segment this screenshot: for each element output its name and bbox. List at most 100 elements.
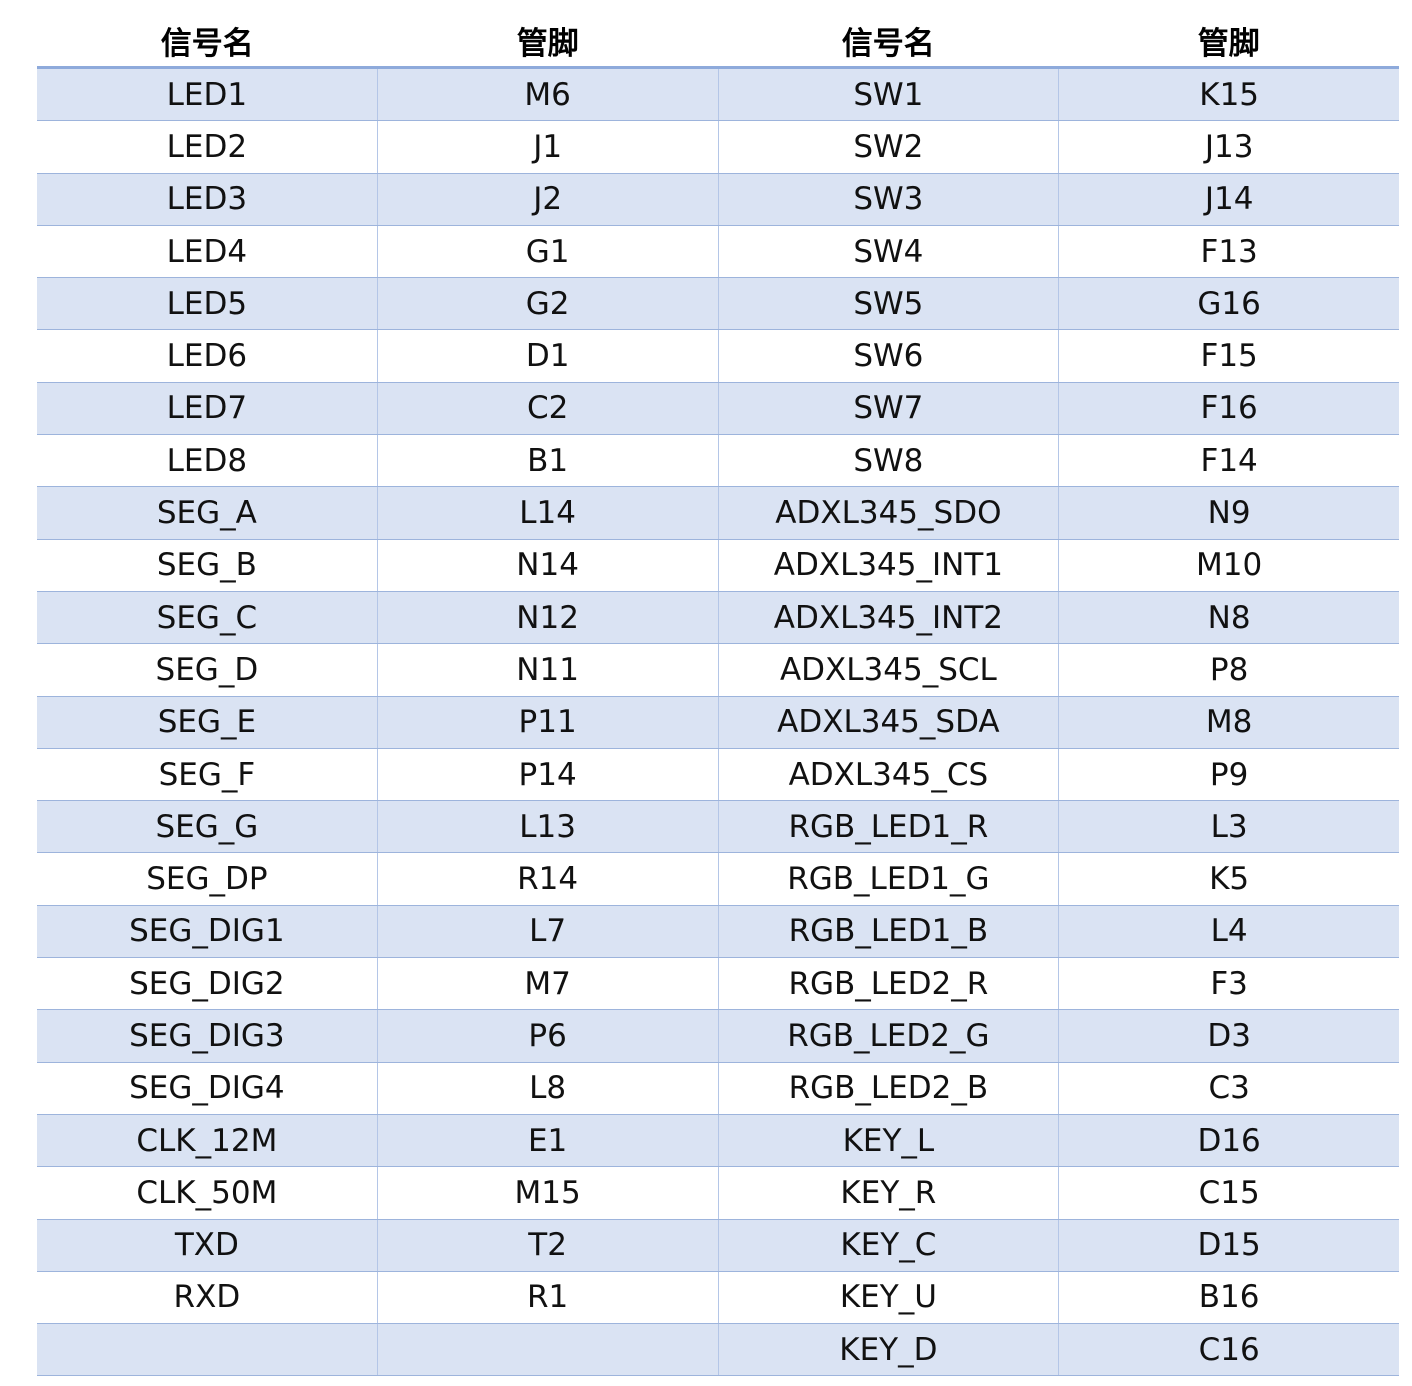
table-cell: LED6 — [166, 338, 248, 375]
table-cell: RGB_LED1_G — [717, 853, 1059, 905]
table-cell: RGB_LED1_B — [717, 905, 1059, 958]
table-cell: N11 — [376, 644, 718, 696]
table-cell: KEY_L — [717, 1114, 1059, 1167]
table-cell: RGB_LED1_R — [717, 801, 1059, 853]
table-row: TXD T2 KEY_C D15 — [37, 1219, 1399, 1272]
table-cell: KEY_R — [717, 1167, 1059, 1219]
table-cell: D15 — [1058, 1219, 1399, 1271]
table-body: LED1 M6 SW1 K15 LED2 J1 SW2 J13 LED3 J2 SW3 J14 LED4… — [37, 69, 1399, 1377]
table-cell: J1 — [376, 121, 718, 173]
table-cell: P9 — [1058, 748, 1399, 801]
table-cell: P14 — [376, 748, 718, 801]
table-cell: M6 — [376, 69, 718, 121]
table-cell: SW6 — [717, 330, 1059, 382]
table-cell: P11 — [376, 696, 718, 748]
table-cell: M8 — [1058, 696, 1399, 748]
table-cell: RGB_LED2_G — [717, 1010, 1059, 1062]
table-cell: C15 — [1058, 1167, 1399, 1219]
table-cell: CLK_12M — [136, 1122, 278, 1159]
table-cell: L8 — [376, 1062, 718, 1114]
table-cell: ADXL345_SDA — [717, 696, 1059, 748]
table-row: SEG_DIG4 L8 RGB_LED2_B C3 — [37, 1062, 1399, 1115]
table-cell: L14 — [376, 487, 718, 539]
table-row: LED4 G1 SW4 F13 — [37, 225, 1399, 279]
table-cell: L13 — [376, 801, 718, 853]
table-cell — [37, 1324, 377, 1375]
table-cell: C16 — [1058, 1324, 1399, 1376]
table-cell: L4 — [1058, 905, 1399, 958]
table-cell: J13 — [1058, 121, 1399, 173]
table-row: SEG_DIG1 L7 RGB_LED1_B L4 — [37, 905, 1399, 959]
table-cell: CLK_50M — [136, 1174, 278, 1211]
table-cell: RGB_LED2_R — [717, 958, 1059, 1010]
table-cell: LED5 — [166, 285, 248, 322]
table-cell: G2 — [376, 278, 718, 330]
table-cell: J2 — [376, 173, 718, 225]
table-row: LED1 M6 SW1 K15 — [37, 69, 1399, 122]
table-row: RXD R1 KEY_U B16 — [37, 1271, 1399, 1325]
table-row: SEG_B N14 ADXL345_INT1 M10 — [37, 539, 1399, 592]
table-cell: B1 — [376, 435, 718, 487]
table-row: LED2 J1 SW2 J13 — [37, 121, 1399, 174]
table-cell: M10 — [1058, 539, 1399, 591]
table-cell: ADXL345_INT1 — [717, 539, 1059, 591]
table-cell: SEG_D — [155, 651, 259, 688]
table-cell: RXD — [173, 1279, 241, 1316]
table-cell: ADXL345_SDO — [717, 487, 1059, 539]
table-cell: SEG_DIG1 — [129, 913, 285, 950]
table-cell: M7 — [376, 958, 718, 1010]
table-cell: G1 — [376, 225, 718, 278]
table-cell: ADXL345_SCL — [717, 644, 1059, 696]
table-cell: LED1 — [166, 76, 248, 113]
table-cell: C2 — [376, 382, 718, 435]
table-row: LED3 J2 SW3 J14 — [37, 173, 1399, 226]
header-cell: 管脚 — [516, 25, 579, 62]
table-row: SEG_DIG2 M7 RGB_LED2_R F3 — [37, 958, 1399, 1011]
table-cell: R1 — [376, 1271, 718, 1324]
table-cell: TXD — [174, 1227, 239, 1264]
table-cell: K5 — [1058, 853, 1399, 905]
table-cell: M15 — [376, 1167, 718, 1219]
table-row: SEG_DIG3 P6 RGB_LED2_G D3 — [37, 1010, 1399, 1063]
table-row: SEG_F P14 ADXL345_CS P9 — [37, 748, 1399, 802]
table-cell: F15 — [1058, 330, 1399, 382]
table-cell: ADXL345_CS — [717, 748, 1059, 801]
table-cell: P8 — [1058, 644, 1399, 696]
table-cell: SW5 — [717, 278, 1059, 330]
table-row: LED6 D1 SW6 F15 — [37, 330, 1399, 383]
table-cell: G16 — [1058, 278, 1399, 330]
table-row: CLK_50M M15 KEY_R C15 — [37, 1167, 1399, 1220]
table-cell: SW2 — [717, 121, 1059, 173]
table-cell: N8 — [1058, 591, 1399, 644]
table-cell: ADXL345_INT2 — [717, 591, 1059, 644]
table-cell: D3 — [1058, 1010, 1399, 1062]
table-cell: LED8 — [166, 442, 248, 479]
table-cell: KEY_U — [717, 1271, 1059, 1324]
table-cell: T2 — [376, 1219, 718, 1271]
table-cell: R14 — [376, 853, 718, 905]
table-cell: LED3 — [166, 181, 248, 218]
pin-table: 信号名 管脚 信号名 管脚 LED1 M6 SW1 K15 LED2 J1 SW2 J13 LED3 J… — [37, 14, 1399, 1377]
table-cell: N14 — [376, 539, 718, 591]
table-cell: L7 — [376, 905, 718, 958]
table-cell: D1 — [376, 330, 718, 382]
table-cell: K15 — [1058, 69, 1399, 121]
table-cell: SEG_F — [158, 756, 256, 793]
table-cell: N9 — [1058, 487, 1399, 539]
table-cell: SW3 — [717, 173, 1059, 225]
table-cell: KEY_D — [717, 1324, 1059, 1376]
table-cell: LED2 — [166, 128, 248, 165]
table-cell: SEG_C — [156, 599, 258, 636]
table-cell: N12 — [376, 591, 718, 644]
table-row: LED8 B1 SW8 F14 — [37, 435, 1399, 488]
table-cell: SEG_DIG4 — [129, 1070, 285, 1107]
table-cell: C3 — [1058, 1062, 1399, 1114]
table-cell: SEG_DP — [146, 861, 268, 898]
table-cell: D16 — [1058, 1114, 1399, 1167]
table-row: LED5 G2 SW5 G16 — [37, 278, 1399, 331]
table-cell: SEG_A — [156, 495, 257, 532]
table-cell: F14 — [1058, 435, 1399, 487]
table-cell: KEY_C — [717, 1219, 1059, 1271]
table-cell: SEG_B — [156, 547, 257, 584]
